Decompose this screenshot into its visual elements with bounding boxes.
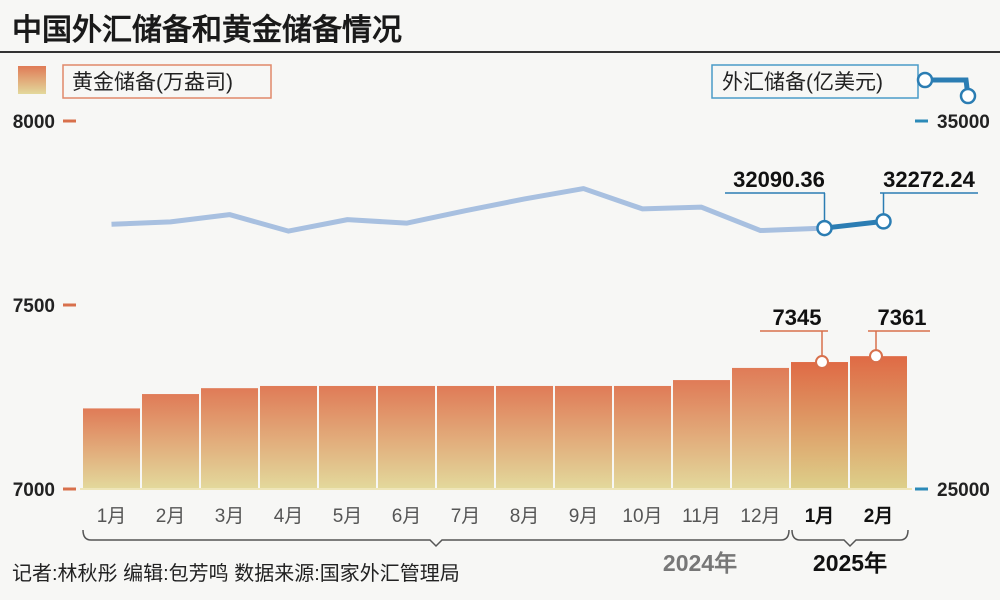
forex-point-marker <box>816 219 833 237</box>
gold-bar <box>437 385 494 489</box>
month-label: 11月 <box>682 506 721 527</box>
gold-bar <box>791 362 848 489</box>
gold-legend-label: 黄金储备(万盎司) <box>72 71 233 94</box>
left-axis-tick-label: 7000 <box>13 480 55 501</box>
month-label: 4月 <box>274 506 304 527</box>
right-axis-tick-label: 35000 <box>937 112 990 133</box>
month-label: 9月 <box>569 506 599 527</box>
gold-bar <box>555 385 612 489</box>
gold-bar <box>614 385 671 489</box>
year-label-2024: 2024年 <box>663 550 737 576</box>
right-axis-tick-label: 25000 <box>937 480 990 501</box>
gold-bar <box>142 394 199 489</box>
footer-credits: 记者:林秋彤 编辑:包芳鸣 数据来源:国家外汇管理局 <box>12 562 460 585</box>
gold-bar <box>673 380 730 489</box>
month-label: 2月 <box>864 506 894 527</box>
month-label: 1月 <box>97 506 127 527</box>
forex-point-marker <box>875 213 892 230</box>
forex-legend-icon <box>916 71 977 105</box>
gold-bar <box>83 408 140 489</box>
month-label: 7月 <box>451 506 481 527</box>
gold-bar <box>260 385 317 489</box>
gold-bar <box>319 385 376 489</box>
gold-value-label: 7345 <box>773 305 822 330</box>
gold-legend-swatch <box>18 66 46 94</box>
month-label: 6月 <box>392 506 422 527</box>
forex-value-label: 32272.24 <box>883 167 976 192</box>
gold-bar <box>378 385 435 489</box>
gold-bar <box>201 388 258 489</box>
gold-bar <box>850 356 907 489</box>
year-brace-2025 <box>791 529 909 548</box>
forex-value-label: 32090.36 <box>733 167 825 192</box>
left-axis-tick-label: 8000 <box>13 112 55 133</box>
year-brace-2024 <box>82 529 790 548</box>
gold-value-label: 7361 <box>878 305 927 330</box>
gold-bar <box>496 385 553 489</box>
month-label: 8月 <box>510 506 540 527</box>
forex-legend-label: 外汇储备(亿美元) <box>722 71 883 94</box>
forex-line-2024 <box>111 186 825 234</box>
left-axis-tick-label: 7500 <box>13 296 55 317</box>
month-label: 1月 <box>805 506 835 527</box>
month-label: 5月 <box>333 506 363 527</box>
year-label-2025: 2025年 <box>813 550 887 576</box>
month-label: 3月 <box>215 506 245 527</box>
gold-legend-box <box>62 64 272 99</box>
gold-bar <box>732 367 789 489</box>
month-label: 10月 <box>622 506 662 527</box>
month-label: 2月 <box>156 506 186 527</box>
forex-line-2025 <box>824 218 884 231</box>
chart-title: 中国外汇储备和黄金储备情况 <box>12 13 402 47</box>
gold-point-marker <box>869 349 883 364</box>
gold-point-marker <box>815 355 829 370</box>
month-label: 12月 <box>740 506 780 527</box>
